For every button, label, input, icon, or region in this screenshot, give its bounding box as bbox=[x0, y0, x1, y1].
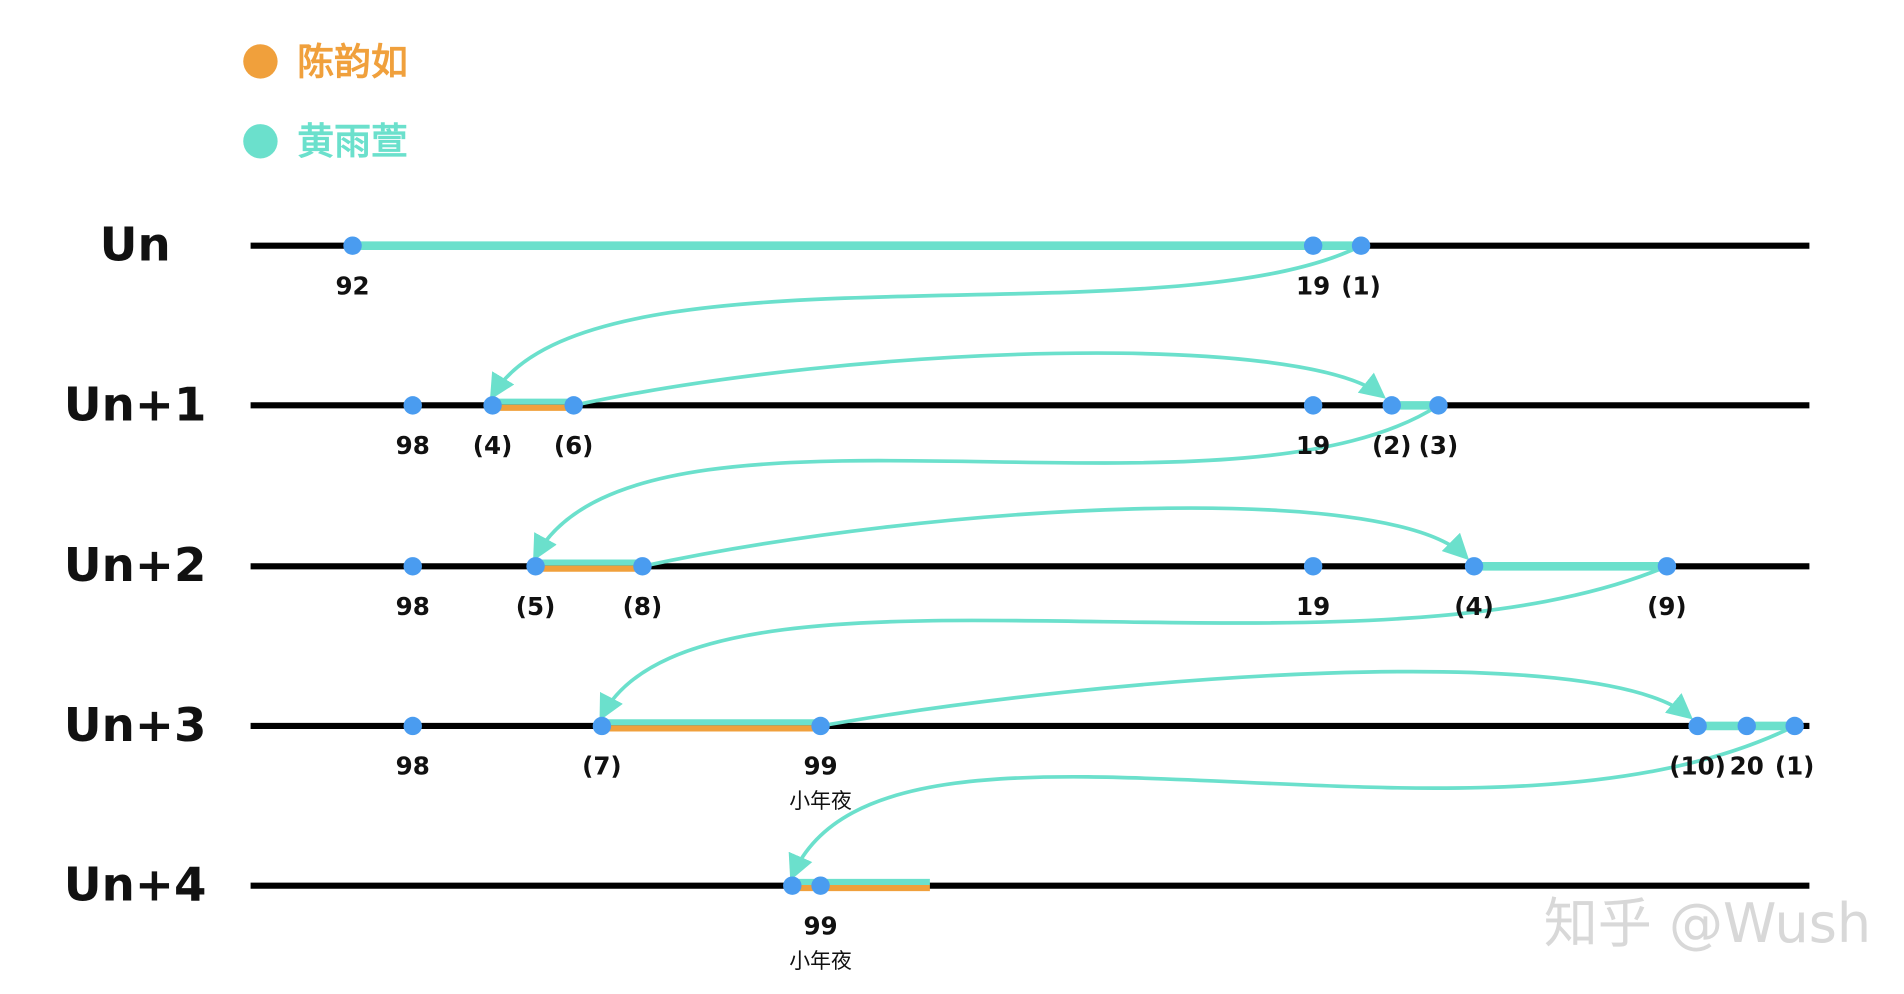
point-label: (5) bbox=[516, 592, 556, 621]
arrow bbox=[788, 724, 1796, 881]
point bbox=[1657, 557, 1677, 576]
point bbox=[526, 557, 545, 576]
point-label: (4) bbox=[1454, 592, 1494, 621]
point bbox=[403, 557, 422, 576]
point bbox=[1785, 716, 1804, 736]
point-label: 99 bbox=[803, 911, 837, 940]
row-label: Un+2 bbox=[64, 539, 207, 593]
arrow bbox=[573, 351, 1386, 408]
point-label: (4) bbox=[473, 431, 513, 460]
point-label: (2) bbox=[1372, 431, 1412, 460]
point bbox=[783, 876, 802, 895]
point bbox=[1351, 236, 1371, 255]
point-sublabel: 小年夜 bbox=[789, 789, 852, 813]
arrow bbox=[820, 669, 1693, 728]
point bbox=[564, 396, 583, 415]
row-label: Un+3 bbox=[64, 699, 207, 753]
point bbox=[1688, 716, 1707, 736]
point-label: (3) bbox=[1419, 431, 1459, 460]
point-label: 98 bbox=[396, 592, 430, 621]
point bbox=[1303, 236, 1323, 255]
arrow bbox=[489, 244, 1362, 400]
legend-dot bbox=[243, 124, 278, 159]
point bbox=[403, 716, 422, 736]
row-label: Un+1 bbox=[64, 378, 207, 432]
row-label: Un bbox=[100, 219, 171, 273]
point bbox=[1429, 396, 1448, 415]
point-label: (7) bbox=[582, 752, 622, 781]
point-label: (1) bbox=[1341, 271, 1381, 300]
point-label: 20 bbox=[1730, 752, 1764, 781]
legend-label: 陈韵如 bbox=[297, 40, 408, 83]
point-sublabel: 小年夜 bbox=[789, 949, 852, 973]
point bbox=[403, 396, 422, 415]
legend-dot bbox=[243, 44, 278, 79]
point-label: (9) bbox=[1647, 592, 1687, 621]
point bbox=[483, 396, 502, 415]
point-label: 19 bbox=[1296, 592, 1330, 621]
point bbox=[1382, 396, 1401, 415]
point-label: 98 bbox=[396, 431, 430, 460]
arrow bbox=[599, 564, 1668, 721]
watermark: 知乎 @Wush bbox=[1544, 892, 1871, 955]
point-label: (8) bbox=[623, 592, 663, 621]
point bbox=[343, 236, 362, 255]
point bbox=[1303, 557, 1323, 576]
point-label: 19 bbox=[1296, 271, 1330, 300]
point bbox=[811, 876, 830, 895]
point bbox=[1464, 557, 1484, 576]
point-label: (1) bbox=[1775, 752, 1815, 781]
point bbox=[592, 716, 612, 736]
point-label: 99 bbox=[803, 752, 837, 781]
point-label: (6) bbox=[554, 431, 594, 460]
point-label: (10) bbox=[1669, 752, 1726, 781]
point bbox=[811, 716, 830, 736]
point-label: 19 bbox=[1296, 431, 1330, 460]
point-label: 98 bbox=[396, 752, 430, 781]
arrow bbox=[533, 403, 1440, 561]
row-label: Un+4 bbox=[64, 859, 207, 913]
point-label: 92 bbox=[335, 271, 369, 300]
legend-label: 黄雨萱 bbox=[297, 120, 408, 163]
point bbox=[1303, 396, 1323, 415]
arrow bbox=[642, 506, 1470, 569]
point bbox=[1737, 716, 1756, 736]
point bbox=[633, 557, 652, 576]
